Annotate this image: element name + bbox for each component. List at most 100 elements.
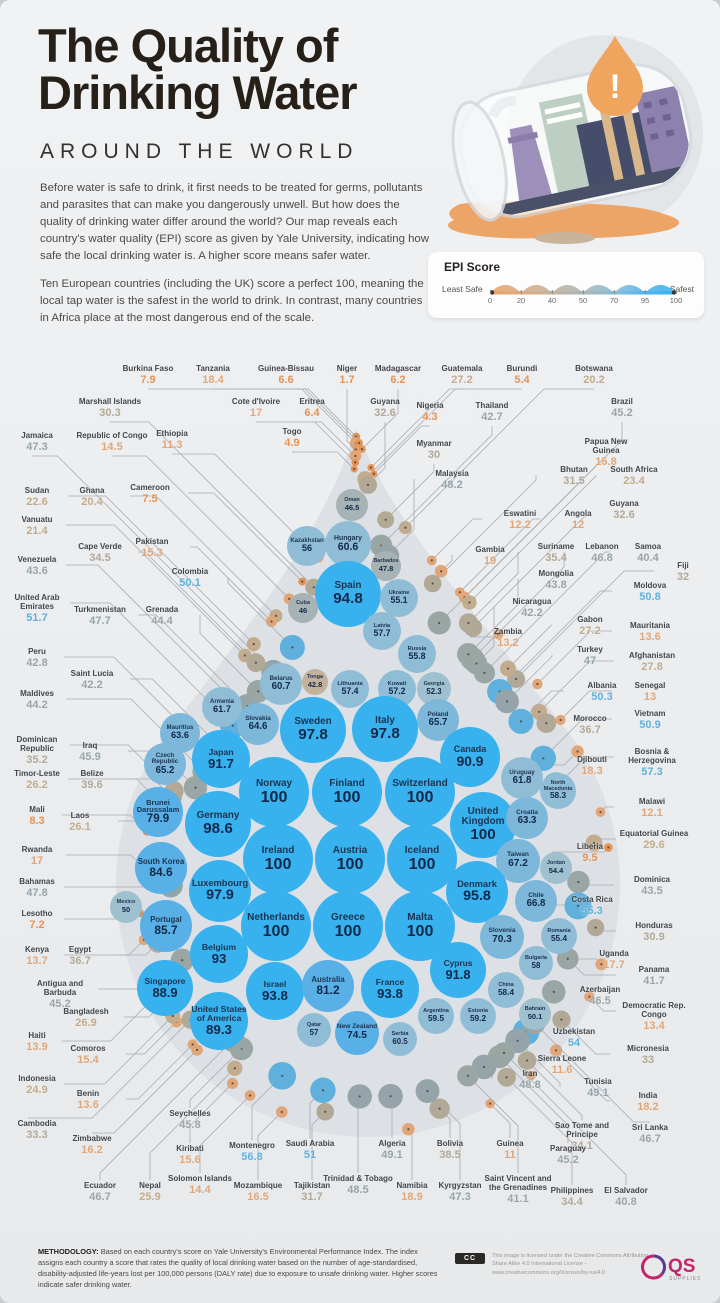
leader-line (138, 614, 248, 707)
legend-tickmark (552, 290, 553, 294)
leader-line (112, 455, 290, 600)
leader-pin-dot (231, 1039, 234, 1042)
leader-pin-dot (218, 744, 221, 748)
leader-line (28, 1019, 191, 1119)
leader-line (68, 495, 255, 645)
leader-pin-dot (354, 461, 357, 464)
legend-tick: 95 (641, 290, 649, 305)
leader-pin-dot (475, 662, 478, 665)
leader-line (130, 495, 277, 617)
leader-pin-dot (576, 904, 580, 907)
leader-pin-dot (552, 990, 555, 993)
leader-line (190, 546, 272, 622)
leader-line (503, 1052, 627, 1185)
leader-pin-dot (366, 483, 370, 486)
leader-pin-dot (252, 643, 255, 646)
leader-pin-dot (468, 601, 471, 604)
legend-tick: 100 (670, 290, 682, 305)
leader-line (149, 1067, 236, 1180)
methodology-label: METHODOLOGY: (38, 1247, 99, 1256)
leader-pin-dot (169, 884, 172, 887)
leader-line (373, 425, 430, 474)
leader-pin-dot (600, 963, 603, 966)
page-title-line2: Drinking Water (38, 66, 358, 119)
leader-line (499, 590, 612, 692)
leader-pin-dot (280, 1110, 283, 1114)
leader-pin-dot (281, 1074, 284, 1077)
leader-line (538, 660, 614, 713)
leader-pin-dot (506, 667, 510, 670)
leader-line (506, 1077, 573, 1185)
leader-pin-dot (467, 621, 470, 625)
leader-pin-dot (599, 810, 602, 814)
page-title-line1: The Quality of (38, 19, 338, 72)
leader-pin-dot (369, 466, 373, 469)
leader-line (537, 630, 612, 685)
leader-pin-dot (536, 682, 539, 686)
creative-commons-badge: CC (455, 1253, 485, 1264)
leader-pin-dot (407, 1128, 410, 1131)
leader-pin-dot (291, 646, 294, 649)
leader-line (64, 1015, 174, 1085)
legend-tick: 0 (488, 290, 492, 305)
leader-pin-dot (576, 750, 579, 753)
legend-tickmark (645, 290, 646, 294)
leader-pin-dot (288, 597, 291, 600)
leader-line (432, 475, 537, 584)
leader-pin-dot (559, 718, 562, 722)
leader-pin-dot (139, 864, 143, 867)
leader-line (172, 453, 320, 559)
leader-line (70, 602, 234, 726)
leader-pin-dot (159, 990, 162, 993)
qs-logo-text: QS (668, 1256, 695, 1277)
leader-line (506, 655, 553, 702)
leader-line (32, 455, 274, 673)
leader-line (138, 551, 257, 664)
leader-line (92, 1049, 198, 1134)
methodology-note: METHODOLOGY: Based on each country's sco… (38, 1246, 440, 1290)
leader-line (199, 1095, 251, 1173)
page-subtitle: AROUND THE WORLD (40, 140, 359, 163)
leader-pin-dot (360, 447, 364, 451)
leader-line (484, 551, 610, 674)
leader-pin-dot (426, 1090, 429, 1093)
leader-line (380, 426, 493, 546)
leader-pin-dot (555, 785, 558, 788)
leader-line (126, 1021, 177, 1055)
leader-pin-dot (438, 621, 441, 625)
leader-line (589, 996, 616, 1012)
leader-pin-dot (270, 620, 273, 623)
leader-pin-dot (165, 808, 168, 811)
leader-pin-dot (156, 941, 159, 945)
leader-pin-dot (466, 1074, 469, 1077)
leader-line (312, 421, 356, 463)
page-title: The Quality of Drinking Water (38, 19, 358, 119)
leader-pin-dot (139, 912, 142, 915)
leader-pin-dot (248, 1094, 252, 1097)
leader-line (499, 1056, 569, 1143)
leader-pin-dot (529, 1074, 533, 1077)
legend-tickmark (614, 290, 615, 294)
leader-line (370, 388, 522, 468)
leader-line (533, 1022, 650, 1123)
leader-pin-dot (560, 1018, 563, 1021)
leader-line (554, 751, 578, 766)
leader-pin-dot (194, 786, 197, 789)
leader-line (385, 464, 435, 521)
leader-pin-dot (538, 710, 541, 713)
leader-pin-dot (189, 1018, 192, 1021)
legend-tickmark (521, 290, 522, 294)
leader-pin-dot (159, 826, 162, 830)
leader-pin-dot (272, 670, 275, 673)
leader-pin-dot (545, 722, 548, 725)
leader-pin-dot (502, 1051, 506, 1054)
leader-line (427, 1090, 461, 1180)
leader-line (468, 579, 519, 655)
leader-line (561, 1019, 610, 1055)
legend-gradient-bar (490, 285, 676, 295)
leader-pin-dot (324, 1110, 327, 1113)
leader-pin-dot (431, 582, 434, 585)
leader-line (257, 1111, 283, 1180)
license-text: This image is licensed under the Creativ… (492, 1253, 650, 1276)
leader-pin-dot (389, 1095, 392, 1098)
